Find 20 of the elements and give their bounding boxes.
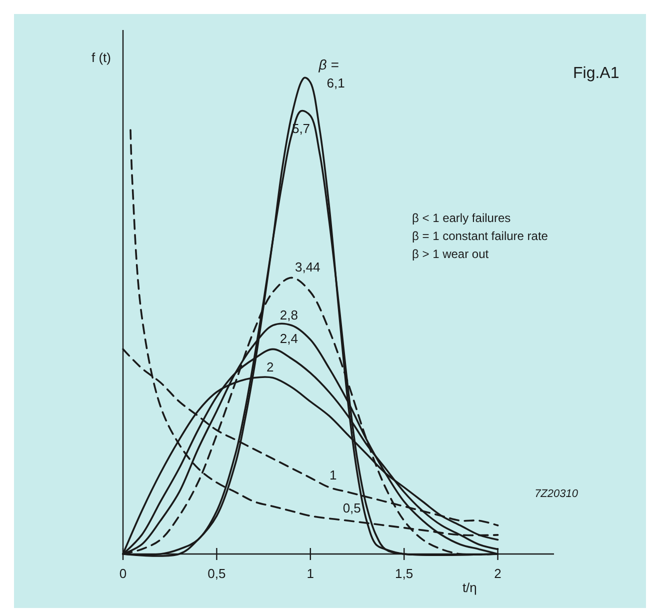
x-tick-label: 2 (494, 566, 502, 581)
text: β = (318, 56, 339, 73)
annotation: β = 1 constant failure rate (412, 229, 548, 243)
series-label: 2,8 (280, 307, 298, 322)
x-tick-label: 1,5 (395, 566, 414, 581)
series-label: 2,4 (280, 331, 298, 346)
series-label: 0,5 (342, 500, 361, 516)
caption: Fig.A1 (573, 65, 620, 82)
series-label: 6,1 (326, 76, 345, 91)
series-label: 1 (330, 467, 337, 482)
x-tick-label: 0,5 (208, 566, 226, 581)
x-axis-title: t/η (462, 580, 477, 595)
series-label: 2 (266, 360, 274, 375)
annotation: 7Z20310 (534, 488, 579, 500)
series-label: 3,44 (294, 260, 320, 275)
x-tick-label: 1 (306, 566, 314, 581)
annotation: β > 1 wear out (412, 247, 490, 261)
y-axis-title: f (t) (92, 50, 111, 65)
annotation: β < 1 early failures (412, 211, 511, 225)
x-tick-label: 0 (119, 566, 127, 581)
